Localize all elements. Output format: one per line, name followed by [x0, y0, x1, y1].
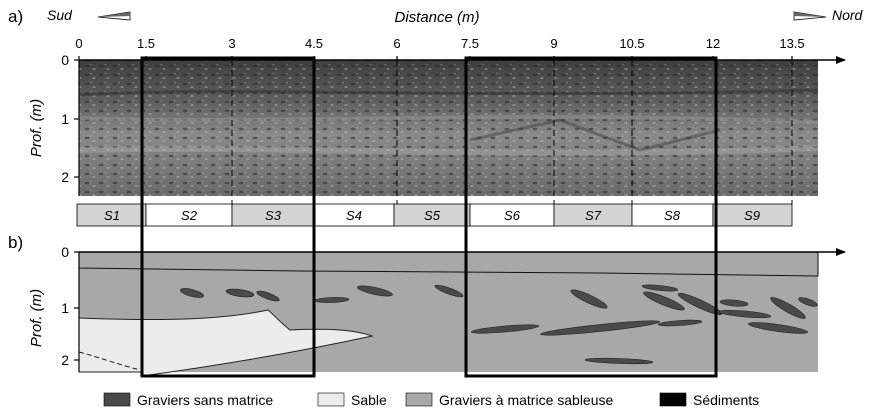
distance-tick-label: 4.5	[305, 36, 323, 51]
legend-label: Graviers sans matrice	[137, 392, 273, 408]
depth-tick-labels-b: 0 1 2	[61, 244, 69, 368]
distance-tick-label: 0	[75, 36, 82, 51]
distance-tick-label: 13.5	[779, 36, 804, 51]
distance-tick-labels: 0 1.5 3 4.5 6 7.5 9 10.5 12 13.5	[75, 36, 804, 51]
section-label: S3	[265, 208, 282, 223]
highlight-box-north	[464, 56, 718, 378]
distance-tick-label: 12	[706, 36, 720, 51]
depth-tick-label: 0	[61, 244, 69, 260]
panel-a-label: a)	[8, 7, 23, 26]
north-label: Nord	[832, 7, 864, 23]
legend-swatch-sediments	[659, 392, 687, 407]
legend-swatch-clean-gravel	[103, 392, 131, 407]
section-label: S6	[504, 208, 521, 223]
south-label: Sud	[47, 7, 73, 23]
cross-section	[78, 251, 819, 377]
legend-label: Graviers à matrice sableuse	[439, 392, 614, 408]
distance-tick-label: 1.5	[137, 36, 155, 51]
distance-axis-title: Distance (m)	[394, 9, 479, 26]
legend-swatch-sandy-gravel	[405, 392, 433, 407]
legend-swatch-sand	[317, 392, 345, 407]
depth-tick-label: 1	[61, 300, 69, 316]
sand-unit	[78, 309, 374, 377]
section-label: S5	[424, 208, 441, 223]
depth-tick-label: 1	[61, 111, 69, 127]
legend-label: Sédiments	[693, 392, 759, 408]
depth-tick-label: 2	[61, 352, 69, 368]
legend: Graviers sans matrice Sable Graviers à m…	[103, 392, 759, 408]
distance-tick-label: 3	[228, 36, 235, 51]
depth-tick-labels-a: 0 1 2	[61, 52, 69, 185]
depth-axis-label-b: Prof. (m)	[28, 289, 45, 347]
legend-label: Sable	[351, 392, 387, 408]
distance-tick-label: 7.5	[461, 36, 479, 51]
depth-tick-label: 0	[61, 52, 69, 68]
highlight-box-south	[140, 56, 316, 378]
depth-axis-label-a: Prof. (m)	[28, 99, 45, 157]
panel-b-label: b)	[8, 233, 23, 252]
depth-tick-label: 2	[61, 169, 69, 185]
section-label: S2	[181, 208, 198, 223]
distance-tick-label: 9	[550, 36, 557, 51]
distance-tick-label: 6	[393, 36, 400, 51]
section-label: S1	[104, 208, 120, 223]
trench-photo	[78, 60, 819, 196]
section-label: S4	[346, 208, 362, 223]
section-label: S8	[664, 208, 681, 223]
clean-gravel-lenses	[180, 284, 818, 365]
distance-gridlines	[231, 60, 793, 204]
section-labels: S1 S2 S3 S4 S5 S6 S7 S8 S9	[104, 208, 760, 223]
distance-tick-label: 10.5	[619, 36, 644, 51]
section-label: S7	[585, 208, 602, 223]
section-label: S9	[744, 208, 760, 223]
